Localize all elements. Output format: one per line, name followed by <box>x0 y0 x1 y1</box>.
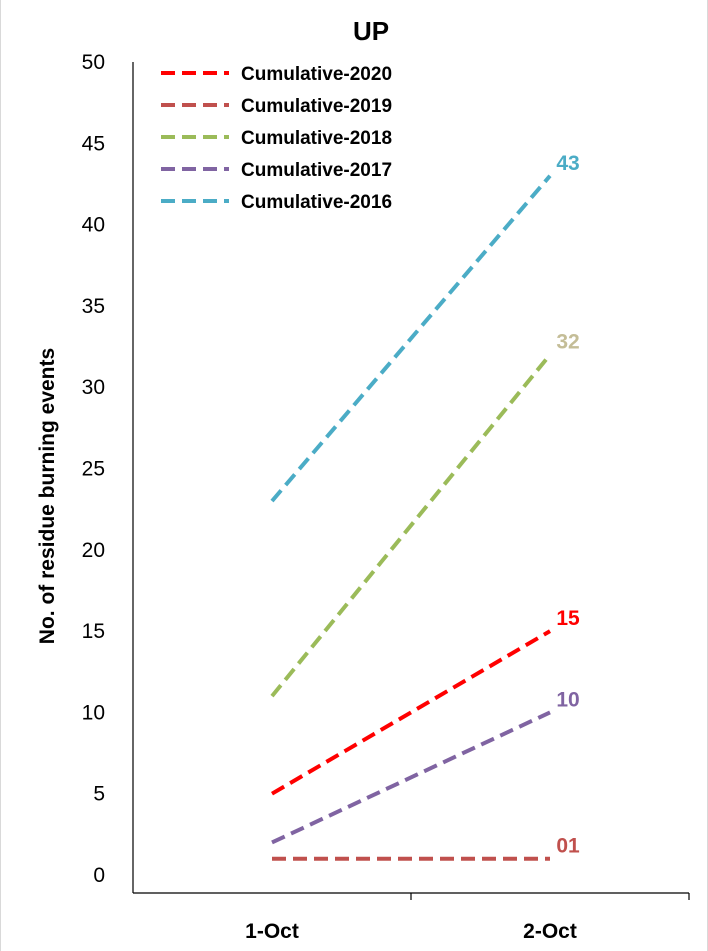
series-line-cumulative-2020 <box>270 629 552 796</box>
series-line-cumulative-2017 <box>271 710 551 845</box>
data-labels: 15 01 32 10 43 <box>556 152 580 858</box>
legend-label: Cumulative-2020 <box>241 64 392 85</box>
series-lines <box>270 174 552 861</box>
y-axis-label: No. of residue burning events <box>36 348 59 644</box>
x-tick-label: 2-Oct <box>523 920 577 943</box>
y-tick-label: 5 <box>93 783 105 806</box>
x-axis-ticks: 1-Oct 2-Oct <box>245 893 690 943</box>
y-tick-label: 25 <box>82 458 105 481</box>
series-line-cumulative-2016 <box>270 174 552 503</box>
y-tick-label: 20 <box>82 539 105 562</box>
x-tick-label: 1-Oct <box>245 920 299 943</box>
series-line-cumulative-2018 <box>270 353 552 698</box>
y-tick-label: 45 <box>82 132 105 155</box>
y-tick-label: 50 <box>82 51 105 74</box>
data-label-cumulative-2020: 15 <box>556 607 580 630</box>
y-tick-label: 15 <box>82 620 105 643</box>
data-label-cumulative-2019: 01 <box>556 835 580 858</box>
y-tick-label: 30 <box>82 376 105 399</box>
legend-label: Cumulative-2016 <box>241 192 392 213</box>
y-tick-label: 35 <box>82 295 105 318</box>
data-label-cumulative-2018: 32 <box>556 331 579 354</box>
legend-label: Cumulative-2019 <box>241 96 392 117</box>
y-tick-label: 10 <box>82 701 105 724</box>
y-axis-ticks: 0 5 10 15 20 25 30 35 40 45 50 <box>82 51 105 887</box>
y-tick-label: 0 <box>93 864 105 887</box>
legend-label: Cumulative-2017 <box>241 160 392 181</box>
data-label-cumulative-2016: 43 <box>556 152 579 175</box>
legend-label: Cumulative-2018 <box>241 128 392 149</box>
y-tick-label: 40 <box>82 214 105 237</box>
data-label-cumulative-2017: 10 <box>556 688 579 711</box>
legend: Cumulative-2020 Cumulative-2019 Cumulative… <box>161 64 392 213</box>
chart-title: UP <box>353 16 389 46</box>
